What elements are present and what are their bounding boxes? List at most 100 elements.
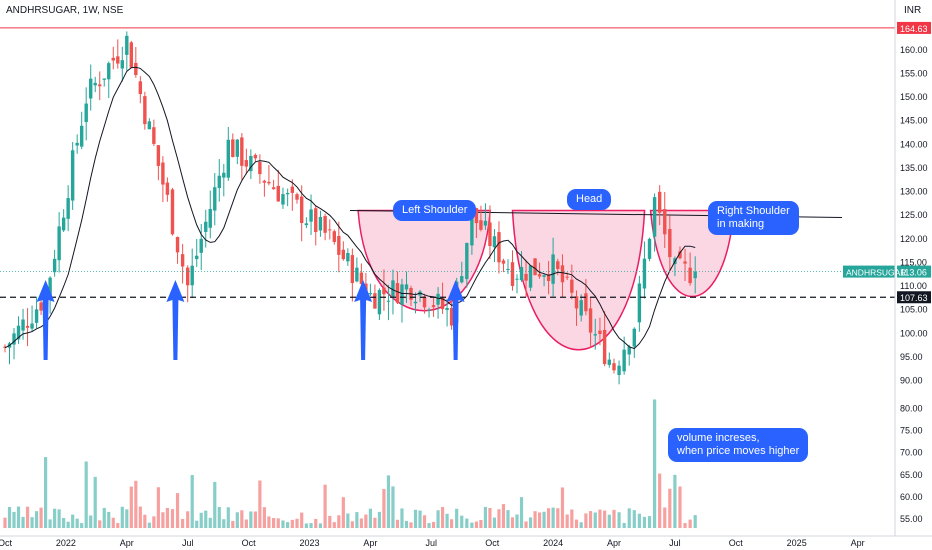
volume-bar — [510, 517, 515, 528]
volume-bar — [418, 510, 422, 528]
volume-bar — [663, 507, 667, 528]
volume-bar — [497, 509, 501, 528]
candle-body — [533, 258, 537, 276]
candle-body — [460, 276, 464, 283]
candle-body — [61, 217, 66, 231]
candle-body — [386, 300, 391, 302]
price-tick-label: 115.00 — [900, 257, 927, 267]
candle-body — [79, 125, 84, 147]
volume-bar — [617, 512, 621, 528]
volume-bar — [427, 523, 431, 528]
candle-body — [570, 279, 574, 293]
volume-tick-label: 55.00 — [900, 514, 923, 524]
candle-body — [436, 293, 440, 305]
support-arrow-2 — [166, 280, 185, 360]
volume-bar — [57, 509, 61, 528]
candle-body — [25, 325, 30, 328]
candle-body — [267, 181, 271, 184]
volume-bar — [300, 512, 304, 528]
candle-body — [647, 238, 652, 259]
volume-bar — [579, 522, 583, 528]
volume-bar — [84, 461, 88, 528]
candle-body — [479, 220, 483, 230]
volume-bar — [62, 517, 66, 528]
candle-body — [678, 251, 682, 259]
candle-body — [116, 56, 120, 64]
candle-body — [668, 228, 672, 258]
candle-body — [465, 242, 469, 280]
candle-body — [470, 208, 474, 246]
volume-bar — [546, 508, 551, 528]
price-tick-label: 125.00 — [900, 210, 928, 220]
volume-bar — [413, 509, 418, 528]
date-tick-label: Jul — [426, 538, 438, 548]
candle-body — [120, 60, 124, 69]
candle-body — [373, 293, 377, 309]
candle-body — [602, 329, 607, 365]
volume-tick-label: 75.00 — [900, 425, 923, 435]
candle-body — [391, 280, 395, 298]
volume-bar — [570, 509, 574, 528]
volume-bar — [627, 508, 631, 528]
price-tick-label: 135.00 — [900, 163, 928, 173]
candle-body — [528, 265, 533, 288]
volume-bar — [492, 517, 497, 528]
volume-bar — [304, 523, 308, 528]
volume-bar — [588, 511, 593, 528]
volume-bar — [506, 510, 510, 528]
last-price-tag-bg — [897, 265, 931, 278]
volume-bar — [235, 512, 239, 528]
candle-body — [506, 268, 510, 270]
candle-body — [642, 258, 647, 289]
volume-bar — [111, 517, 115, 528]
volume-bar — [323, 484, 327, 528]
volume-bar — [199, 512, 203, 528]
volume-bar — [607, 514, 611, 528]
candle-body — [213, 187, 217, 211]
candle-body — [21, 319, 25, 331]
volume-bar — [528, 517, 533, 528]
volume-bar — [25, 506, 30, 528]
last-ticker-tag-bg — [843, 265, 895, 278]
candle-body — [57, 226, 61, 261]
date-tick-label: 2025 — [787, 538, 807, 548]
candle-body — [488, 222, 492, 247]
candle-body — [579, 300, 583, 316]
candle-body — [622, 349, 626, 372]
volume-bar — [658, 473, 662, 528]
date-tick-label: 2023 — [299, 538, 319, 548]
volume-bar — [653, 399, 657, 528]
candle-body — [98, 84, 102, 87]
candle-body — [152, 127, 156, 144]
volume-bar — [143, 514, 147, 528]
price-tick-label: 105.00 — [900, 305, 928, 315]
price-tick-label: 145.00 — [900, 116, 928, 126]
candle-body — [551, 254, 555, 284]
candle-body — [262, 180, 267, 183]
candle-body — [607, 359, 612, 365]
candle-body — [271, 187, 276, 190]
volume-bar — [138, 506, 142, 528]
support-arrow-4 — [446, 280, 465, 360]
candle-body — [84, 103, 88, 123]
candle-body — [449, 308, 454, 326]
candle-body — [93, 82, 97, 86]
last-price-tag: 113.06 — [900, 268, 927, 278]
candle-body — [663, 209, 667, 235]
last-ticker-tag: ANDHRSUGAR — [846, 268, 906, 278]
volume-bar — [244, 519, 248, 528]
price-tick-label: 90.00 — [900, 376, 923, 386]
volume-bar — [332, 522, 336, 528]
candle-body — [34, 309, 39, 323]
candle-body — [422, 296, 427, 308]
volume-bars — [3, 399, 697, 528]
volume-bar — [474, 521, 479, 528]
volume-bar — [359, 518, 363, 528]
candle-body — [501, 260, 506, 264]
volume-bar — [524, 521, 528, 528]
volume-bar — [120, 506, 124, 528]
volume-bar — [668, 488, 672, 528]
volume-bar — [267, 516, 271, 528]
date-tick-label: Apr — [851, 538, 865, 548]
